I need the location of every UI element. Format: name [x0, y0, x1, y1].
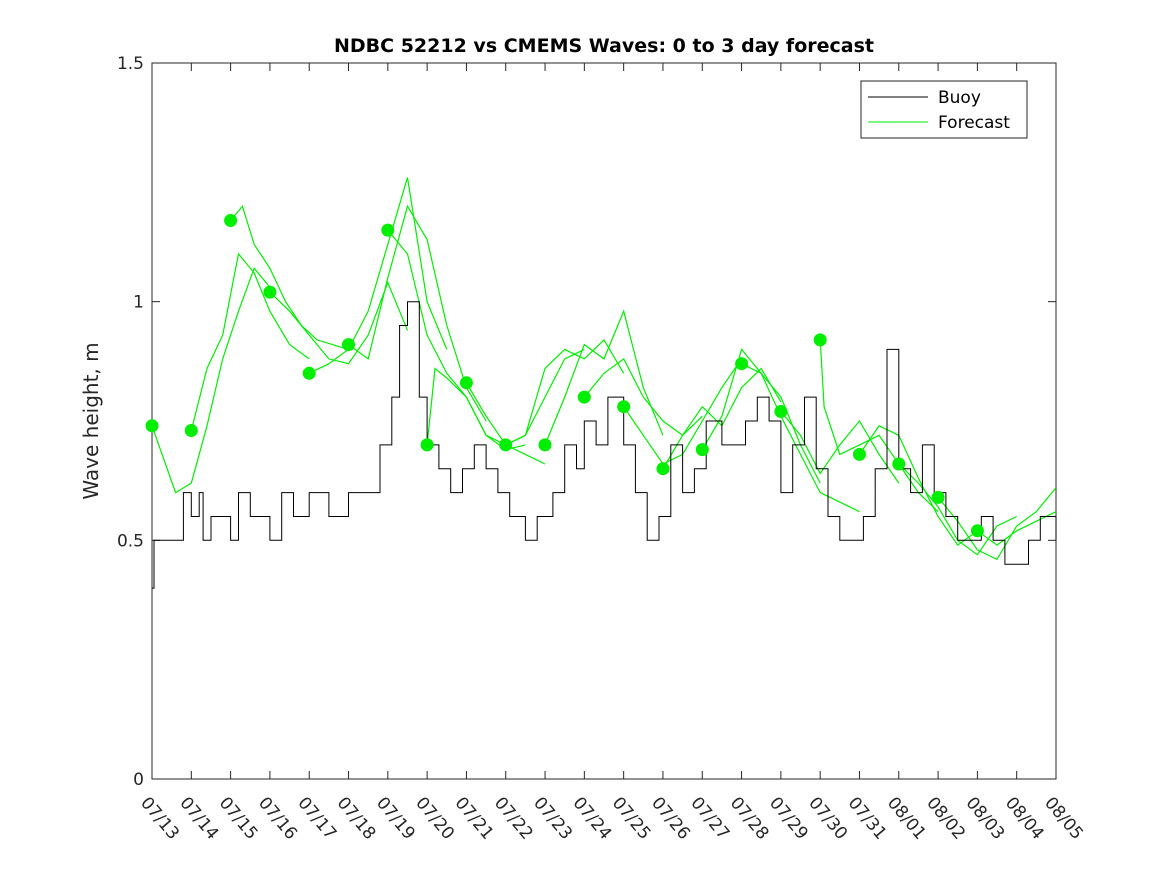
plot-frame: [151, 62, 1057, 780]
plot-area: [151, 62, 1057, 780]
forecast-marker: [695, 443, 709, 457]
forecast-line: [505, 338, 625, 446]
y-axis: 0 0.5 1 1.5: [117, 54, 1056, 790]
forecast-marker: [774, 405, 788, 418]
y-tick-label: 0: [133, 770, 144, 790]
forecast-marker: [617, 400, 631, 414]
forecast-marker: [420, 438, 434, 452]
forecast-marker: [577, 390, 591, 404]
forecast-line: [977, 511, 1057, 546]
y-tick-label: 1: [133, 293, 144, 313]
forecast-marker: [656, 462, 670, 476]
forecast-marker: [459, 376, 473, 390]
forecast-line: [544, 309, 664, 446]
forecast-line: [230, 204, 349, 350]
forecast-marker: [931, 490, 945, 504]
forecast-marker: [813, 333, 827, 347]
forecast-marker: [892, 457, 906, 471]
forecast-marker: [970, 524, 984, 538]
y-tick-label: 1.5: [117, 54, 144, 74]
legend-forecast-label: Forecast: [938, 113, 1010, 133]
series-layer: [145, 177, 1057, 589]
forecast-marker: [342, 338, 355, 352]
forecast-line: [190, 252, 310, 431]
forecast-marker: [184, 424, 198, 437]
forecast-line: [859, 425, 978, 546]
forecast-line: [426, 367, 546, 465]
forecast-marker: [381, 223, 395, 237]
forecast-marker: [263, 285, 277, 299]
forecast-marker: [302, 366, 316, 380]
forecast-line: [151, 267, 271, 494]
forecast-line: [741, 363, 860, 513]
forecast-marker: [853, 447, 866, 461]
legend: Buoy Forecast: [860, 80, 1028, 139]
chart-title: NDBC 52212 vs CMEMS Waves: 0 to 3 day fo…: [334, 35, 874, 57]
forecast-marker: [224, 214, 238, 227]
forecast-marker: [735, 357, 749, 371]
legend-buoy-label: Buoy: [938, 88, 981, 108]
forecast-marker: [538, 438, 552, 452]
forecast-line: [780, 411, 900, 484]
buoy-line: [152, 301, 1057, 589]
forecast-line: [308, 177, 448, 374]
forecast-marker: [145, 419, 159, 433]
forecast-marker: [499, 438, 513, 452]
legend-box: [860, 80, 1028, 139]
y-axis-label: Wave height, m: [79, 342, 103, 499]
y-tick-label: 0.5: [117, 531, 144, 551]
